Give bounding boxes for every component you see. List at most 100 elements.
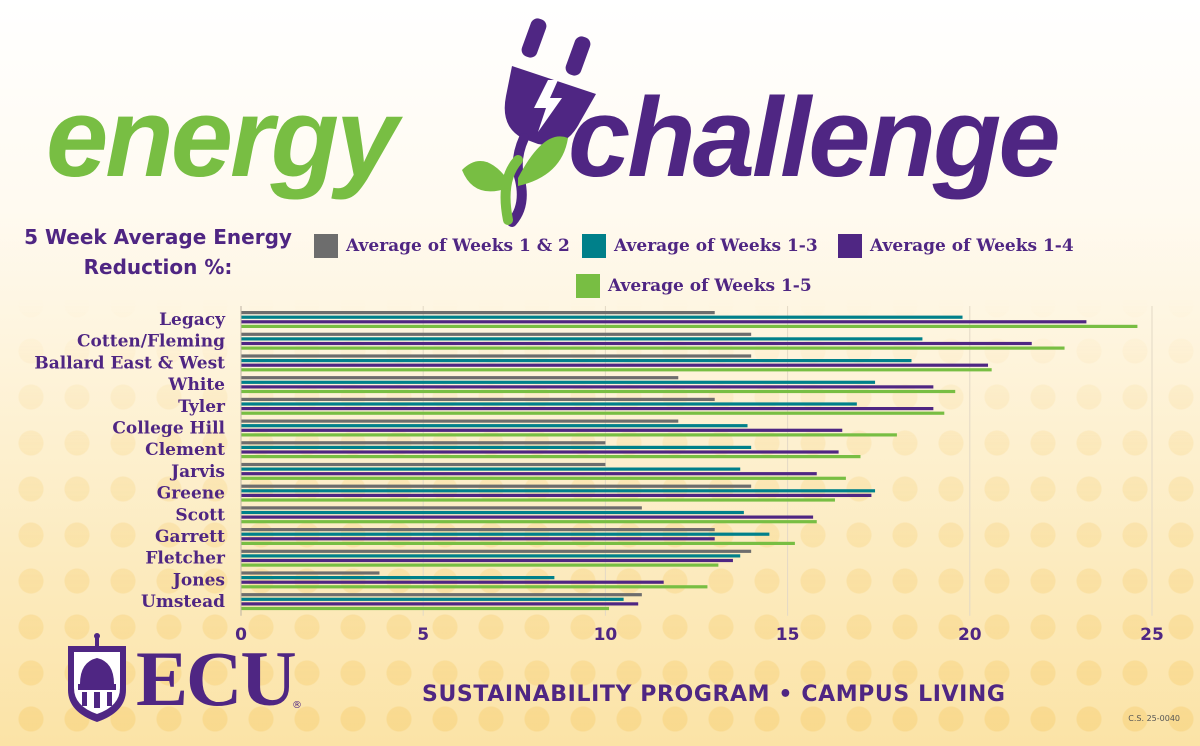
category-label: Jones [171,570,225,590]
legend-label: Average of Weeks 1-3 [614,236,818,256]
bar [241,472,817,476]
bar [241,515,814,519]
category-label: Fletcher [145,549,226,569]
x-tick-label: 15 [776,625,800,645]
legend-item-weeks-1-5: Average of Weeks 1-5 [576,274,812,298]
bar [241,541,795,545]
x-tick-label: 25 [1140,625,1164,645]
bar [241,528,715,532]
document-code: C.S. 25-0040 [1128,714,1180,723]
subtitle-line-2: Reduction %: [83,255,233,279]
bar [241,571,380,575]
legend-swatch-green [576,274,600,298]
bar [241,537,715,541]
bar [241,563,719,567]
bar [241,593,642,597]
bar [241,585,708,589]
bar [241,558,733,563]
bar [241,354,752,358]
bar [241,493,872,497]
title-word-challenge: challenge [568,75,1061,200]
category-label: Garrett [155,527,225,547]
bar [241,324,1138,328]
bar [241,411,945,415]
legend-item-weeks-1-4: Average of Weeks 1-4 [838,234,1074,258]
legend-item-weeks-1-3: Average of Weeks 1-3 [582,234,818,258]
category-label: White [167,375,225,395]
subtitle-line-1: 5 Week Average Energy [24,225,292,249]
x-tick-label: 20 [958,625,982,645]
x-tick-label: 0 [235,625,247,645]
legend-swatch-purple [838,234,862,258]
bar [241,462,606,467]
bar [241,380,876,384]
bar [241,368,992,372]
bar [241,445,752,449]
category-label: Greene [157,484,225,504]
bar [241,389,956,394]
footer-program-label: SUSTAINABILITY PROGRAM • CAMPUS LIVING [422,682,1006,707]
bar [241,484,752,488]
category-label: Umstead [141,592,225,612]
chart-subtitle: 5 Week Average Energy Reduction %: [8,222,308,282]
bar [241,311,715,315]
ecu-crest-icon [68,633,126,722]
category-label: Cotten/Fleming [77,332,225,352]
bar [241,428,843,432]
title-word-energy: energy [46,75,398,200]
bar [241,320,1087,324]
bar [241,337,923,341]
bar [241,455,861,459]
bar [241,419,679,423]
bar [241,602,639,606]
bar [241,606,610,611]
bar [241,597,624,601]
legend-swatch-teal [582,234,606,258]
legend-label: Average of Weeks 1-4 [870,236,1074,256]
category-label: Scott [175,505,225,525]
bar [241,576,555,580]
leaf-sprout-icon [462,136,568,225]
category-label: Jarvis [169,462,225,482]
category-label: Clement [145,440,225,460]
bar [241,376,679,380]
bar [241,315,963,319]
ecu-logo-text: ECU [136,635,297,722]
category-label: Tyler [178,397,226,417]
legend-item-weeks-1-2: Average of Weeks 1 & 2 [314,234,570,258]
bar [241,510,744,515]
bar [241,520,817,524]
registered-mark: ® [292,700,302,711]
bar [241,532,770,536]
bar [241,407,934,411]
category-label: Ballard East & West [34,353,225,373]
bar [241,433,897,437]
legend-label: Average of Weeks 1-5 [608,276,812,296]
bar [241,359,912,363]
legend-label: Average of Weeks 1 & 2 [346,236,570,256]
bar [241,424,748,428]
bar [241,385,934,389]
plug-and-leaf-art [462,18,596,227]
bar [241,402,857,406]
bar [241,467,741,471]
bar [241,363,989,367]
bar [241,506,642,510]
bar [241,441,606,445]
bar [241,450,839,454]
bar [241,489,876,493]
bar [241,346,1065,350]
bar [241,580,664,584]
bar [241,476,846,480]
bar [241,341,1032,346]
legend-swatch-gray [314,234,338,258]
category-label: Legacy [159,310,226,330]
bar [241,498,835,502]
bar [241,397,715,401]
bar [241,549,752,553]
bar [241,554,741,558]
x-tick-label: 5 [417,625,429,645]
bar [241,332,752,336]
